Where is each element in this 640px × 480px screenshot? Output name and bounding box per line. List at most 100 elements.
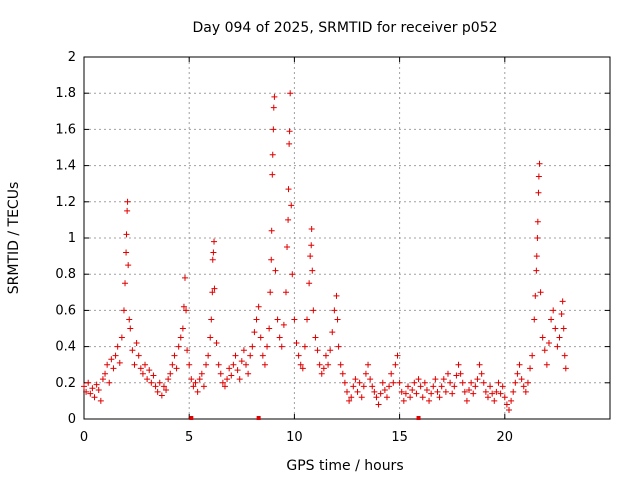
data-point	[405, 383, 411, 389]
data-point	[108, 356, 114, 362]
data-point	[336, 344, 342, 350]
data-point	[286, 141, 292, 147]
data-point	[428, 391, 434, 397]
data-point	[243, 362, 249, 368]
data-point	[323, 353, 329, 359]
data-point	[418, 383, 424, 389]
data-point	[148, 380, 154, 386]
data-point	[380, 380, 386, 386]
data-point	[241, 347, 247, 353]
data-point	[540, 335, 546, 341]
data-point	[178, 335, 184, 341]
data-point	[538, 289, 544, 295]
data-point	[287, 90, 293, 96]
data-point	[430, 383, 436, 389]
data-point	[338, 362, 344, 368]
data-point	[449, 391, 455, 397]
data-point	[258, 335, 264, 341]
x-axis-label: GPS time / hours	[286, 458, 403, 474]
data-point	[485, 394, 491, 400]
data-point	[439, 383, 445, 389]
data-point	[100, 376, 106, 382]
data-point	[268, 257, 274, 263]
data-point	[523, 389, 529, 395]
data-point	[125, 262, 131, 268]
data-point	[487, 383, 493, 389]
data-point	[124, 208, 130, 214]
data-point	[472, 383, 478, 389]
data-point	[113, 353, 119, 359]
data-point	[534, 235, 540, 241]
data-point	[525, 380, 531, 386]
data-point	[237, 376, 243, 382]
data-point	[203, 362, 209, 368]
data-point	[126, 316, 132, 322]
data-point	[205, 353, 211, 359]
data-point	[230, 362, 236, 368]
data-point	[335, 316, 341, 322]
data-point	[124, 231, 130, 237]
data-point	[331, 307, 337, 313]
data-point	[386, 383, 392, 389]
data-point	[239, 358, 245, 364]
data-point	[355, 389, 361, 395]
y-axis-label: SRMTID / TECUs	[6, 182, 22, 295]
y-tick-label: 2	[68, 50, 76, 65]
data-point	[420, 394, 426, 400]
data-point	[533, 268, 539, 274]
y-tick-label: 1.8	[55, 86, 76, 101]
data-point	[284, 244, 290, 250]
data-point	[468, 380, 474, 386]
data-point	[451, 383, 457, 389]
data-point	[138, 365, 144, 371]
data-point	[470, 391, 476, 397]
data-point	[157, 380, 163, 386]
data-point	[269, 228, 275, 234]
data-point	[384, 394, 390, 400]
chart-title: Day 094 of 2025, SRMTID for receiver p05…	[192, 20, 497, 36]
data-point	[85, 380, 91, 386]
data-point	[477, 362, 483, 368]
data-point	[125, 199, 131, 205]
data-point	[254, 316, 260, 322]
data-point	[210, 249, 216, 255]
data-point	[474, 376, 480, 382]
srmtid-chart: Day 094 of 2025, SRMTID for receiver p05…	[0, 0, 640, 480]
y-tick-label: 0.4	[55, 340, 76, 355]
data-point	[397, 380, 403, 386]
data-point	[245, 371, 251, 377]
data-point	[321, 365, 327, 371]
data-point	[378, 391, 384, 397]
data-point	[121, 307, 127, 313]
data-point	[508, 398, 514, 404]
data-point	[371, 389, 377, 395]
data-point	[481, 380, 487, 386]
data-point	[249, 344, 255, 350]
data-point	[195, 389, 201, 395]
data-point	[437, 394, 443, 400]
data-point	[483, 389, 489, 395]
data-point	[548, 316, 554, 322]
data-point	[373, 394, 379, 400]
data-point	[150, 373, 156, 379]
data-point	[506, 407, 512, 413]
data-point	[96, 387, 102, 393]
data-point	[426, 398, 432, 404]
data-point	[325, 362, 331, 368]
data-point	[392, 362, 398, 368]
data-point	[531, 316, 537, 322]
data-point	[186, 362, 192, 368]
data-point	[344, 389, 350, 395]
data-point	[460, 380, 466, 386]
data-point	[491, 398, 497, 404]
data-point	[357, 380, 363, 386]
data-point	[502, 394, 508, 400]
data-point	[464, 398, 470, 404]
data-point	[535, 190, 541, 196]
data-point	[536, 173, 542, 179]
data-point	[260, 353, 266, 359]
data-point	[207, 335, 213, 341]
data-point	[359, 394, 365, 400]
data-point	[514, 371, 520, 377]
data-point	[411, 380, 417, 386]
